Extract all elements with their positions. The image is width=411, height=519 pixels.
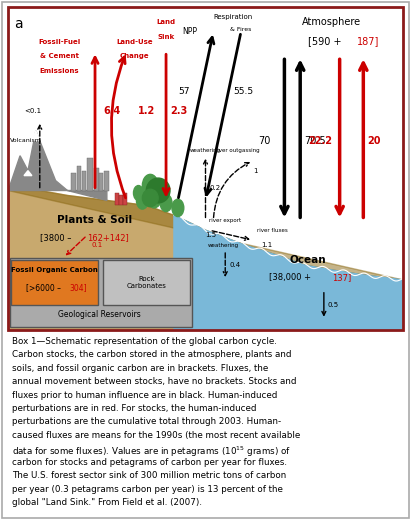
Text: soils, and fossil organic carbon are in brackets. Fluxes, the: soils, and fossil organic carbon are in … <box>12 364 268 373</box>
Polygon shape <box>32 131 40 141</box>
Text: carbon for stocks and petagrams of carbon per year for fluxes.: carbon for stocks and petagrams of carbo… <box>12 458 287 467</box>
Text: 1: 1 <box>253 168 257 174</box>
Ellipse shape <box>160 194 172 212</box>
Bar <box>123 193 127 206</box>
Text: 162+142]: 162+142] <box>87 233 129 242</box>
Polygon shape <box>8 190 403 280</box>
Text: a: a <box>14 17 23 31</box>
Ellipse shape <box>147 188 161 208</box>
Bar <box>10 257 192 327</box>
Text: weathering: weathering <box>190 148 221 153</box>
Text: 70: 70 <box>259 136 271 146</box>
Bar <box>72 173 76 190</box>
Bar <box>120 196 122 206</box>
Text: 70.5: 70.5 <box>304 136 326 146</box>
Text: 0.4: 0.4 <box>229 262 240 268</box>
Text: perturbations are in red. For stocks, the human-induced: perturbations are in red. For stocks, th… <box>12 404 256 413</box>
Text: annual movement between stocks, have no brackets. Stocks and: annual movement between stocks, have no … <box>12 377 297 386</box>
Text: Box 1—Schematic representation of the global carbon cycle.: Box 1—Schematic representation of the gl… <box>12 337 277 346</box>
Polygon shape <box>8 131 107 200</box>
Bar <box>103 260 190 305</box>
Text: 57: 57 <box>178 87 189 95</box>
Text: Carbon stocks, the carbon stored in the atmosphere, plants and: Carbon stocks, the carbon stored in the … <box>12 350 292 359</box>
Ellipse shape <box>136 192 148 209</box>
Text: [590 +: [590 + <box>308 36 345 47</box>
Text: river export: river export <box>210 218 242 223</box>
Bar <box>115 193 119 206</box>
Text: Volcanism: Volcanism <box>10 139 42 143</box>
Text: 187]: 187] <box>358 36 380 47</box>
Text: Fossil-Fuel: Fossil-Fuel <box>38 38 81 45</box>
Text: 20: 20 <box>367 136 381 146</box>
Text: weathering: weathering <box>208 243 239 248</box>
Text: Land: Land <box>157 19 175 24</box>
Text: 6.4: 6.4 <box>103 106 120 116</box>
Text: 22.2: 22.2 <box>308 136 332 146</box>
Text: 0.5: 0.5 <box>328 302 339 308</box>
Text: global "Land Sink." From Field et al. (2007).: global "Land Sink." From Field et al. (2… <box>12 498 202 507</box>
Text: Fossil Organic Carbon: Fossil Organic Carbon <box>12 267 98 273</box>
Text: & Fires: & Fires <box>230 26 252 32</box>
Ellipse shape <box>146 178 170 203</box>
Text: [>6000 –: [>6000 – <box>26 283 63 292</box>
Text: 137]: 137] <box>332 273 351 282</box>
Text: Atmosphere: Atmosphere <box>302 17 361 26</box>
Text: Geological Reservoirs: Geological Reservoirs <box>58 310 140 319</box>
Polygon shape <box>8 190 403 330</box>
Bar <box>12 260 98 305</box>
Text: Emissions: Emissions <box>40 69 79 74</box>
Bar <box>104 171 109 190</box>
Text: caused fluxes are means for the 1990s (the most recent available: caused fluxes are means for the 1990s (t… <box>12 431 300 440</box>
Bar <box>94 168 99 190</box>
Text: river fluxes: river fluxes <box>257 228 288 233</box>
Text: [38,000 +: [38,000 + <box>269 273 311 282</box>
Text: perturbations are the cumulative total through 2003. Human-: perturbations are the cumulative total t… <box>12 417 281 427</box>
Ellipse shape <box>134 185 143 200</box>
Text: 0.1: 0.1 <box>91 242 102 248</box>
Text: fluxes prior to human influence are in black. Human-induced: fluxes prior to human influence are in b… <box>12 391 277 400</box>
Text: Change: Change <box>120 53 149 59</box>
Text: per year (0.3 petagrams carbon per year) is 13 percent of the: per year (0.3 petagrams carbon per year)… <box>12 485 283 494</box>
Ellipse shape <box>172 199 184 216</box>
Bar <box>87 158 93 190</box>
Bar <box>99 173 103 190</box>
Text: & Cement: & Cement <box>40 53 79 59</box>
Text: Respiration: Respiration <box>213 13 253 20</box>
Text: <0.1: <0.1 <box>24 108 41 114</box>
Text: Land-Use: Land-Use <box>116 38 153 45</box>
Text: 1.1: 1.1 <box>261 242 272 248</box>
Text: The U.S. forest sector sink of 300 million metric tons of carbon: The U.S. forest sector sink of 300 milli… <box>12 471 286 480</box>
Text: data for some fluxes). Values are in petagrams (10$^{15}$ grams) of: data for some fluxes). Values are in pet… <box>12 444 291 459</box>
Polygon shape <box>24 171 32 175</box>
Text: 55.5: 55.5 <box>233 87 253 95</box>
Bar <box>77 166 81 190</box>
Text: river outgassing: river outgassing <box>215 148 259 153</box>
Text: 1.5: 1.5 <box>206 232 217 238</box>
Text: 2.3: 2.3 <box>170 106 187 116</box>
Text: NPP: NPP <box>182 27 197 36</box>
Polygon shape <box>174 215 403 330</box>
Ellipse shape <box>142 189 158 207</box>
Text: Rock
Carbonates: Rock Carbonates <box>126 276 166 289</box>
Text: 304]: 304] <box>69 283 87 292</box>
Text: Ocean: Ocean <box>290 255 326 265</box>
Text: 0.2: 0.2 <box>210 185 221 191</box>
Text: Plants & Soil: Plants & Soil <box>58 215 133 225</box>
Text: Sink: Sink <box>157 34 175 39</box>
Bar <box>82 171 86 190</box>
Ellipse shape <box>142 174 158 197</box>
Text: 1.2: 1.2 <box>139 106 156 116</box>
Text: [3800 –: [3800 – <box>40 233 74 242</box>
